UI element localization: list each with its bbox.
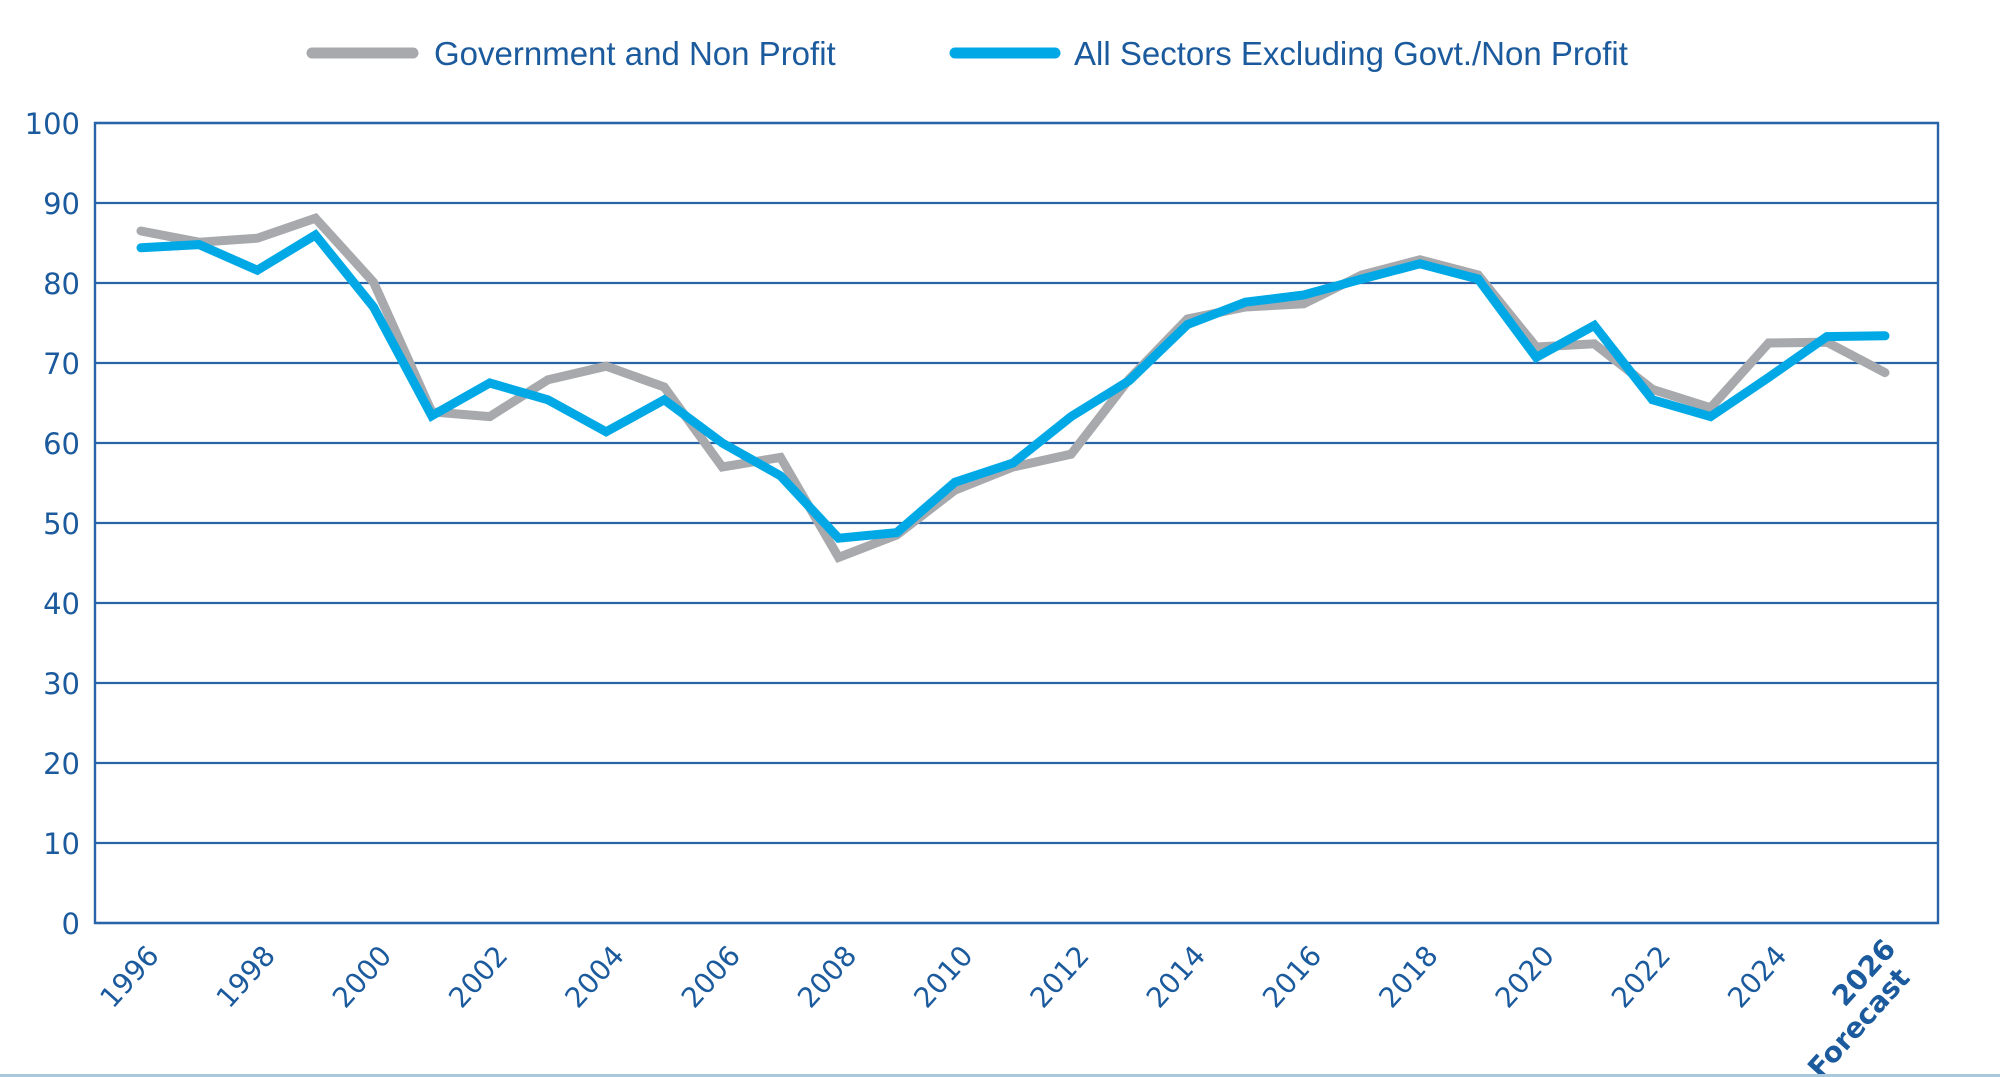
y-tick-label: 100 [25, 107, 80, 141]
x-tick-2024: 2024 [1721, 939, 1793, 1014]
x-tick-2010: 2010 [907, 939, 979, 1014]
x-tick-2012: 2012 [1024, 939, 1096, 1014]
x-tick-2006: 2006 [675, 939, 747, 1014]
x-tick-2002: 2002 [442, 939, 514, 1014]
x-axis-ticks: 1996 1998 2000 2002 2004 2006 2008 2010 2012 2014… [93, 933, 1916, 1077]
x-tick-label: 1996 [93, 939, 165, 1014]
x-tick-2020: 2020 [1489, 939, 1561, 1014]
x-tick-label: 2018 [1372, 939, 1444, 1014]
x-tick-label: 2012 [1024, 939, 1096, 1014]
series-line-all-sectors [136, 229, 1890, 543]
x-tick-2008: 2008 [791, 939, 863, 1014]
series-lines [136, 212, 1890, 563]
bottom-border [0, 1074, 2000, 1077]
x-tick-label: 2010 [907, 939, 979, 1014]
x-tick-label: 2024 [1721, 939, 1793, 1014]
x-tick-2016: 2016 [1256, 939, 1328, 1014]
y-tick-label: 70 [43, 347, 80, 381]
x-tick-label: 2020 [1489, 939, 1561, 1014]
legend-item-government[interactable]: Government and Non Profit [306, 35, 836, 72]
y-tick-label: 60 [43, 427, 80, 461]
gridlines [95, 121, 1938, 925]
x-tick-label: 2002 [442, 939, 514, 1014]
series-line-government [136, 212, 1890, 563]
legend-label-government: Government and Non Profit [434, 35, 836, 72]
y-tick-label: 0 [62, 907, 80, 941]
x-tick-label: 2006 [675, 939, 747, 1014]
x-tick-2022: 2022 [1605, 939, 1677, 1014]
x-tick-label: 2000 [326, 939, 398, 1014]
legend-item-all-sectors[interactable]: All Sectors Excluding Govt./Non Profit [949, 35, 1628, 72]
x-tick-label: 2008 [791, 939, 863, 1014]
x-tick-label: 2022 [1605, 939, 1677, 1014]
legend-label-all-sectors: All Sectors Excluding Govt./Non Profit [1074, 35, 1628, 72]
x-tick-2014: 2014 [1140, 939, 1212, 1014]
x-tick-label: 2004 [558, 939, 630, 1014]
legend: Government and Non Profit All Sectors Ex… [306, 35, 1628, 72]
y-tick-label: 50 [43, 507, 80, 541]
x-tick-label: 1998 [210, 939, 282, 1014]
x-tick-label: 2014 [1140, 939, 1212, 1014]
x-tick-label: 2016 [1256, 939, 1328, 1014]
y-axis-ticks: 0 10 20 30 40 50 60 70 80 90 100 [25, 107, 80, 941]
x-tick-2000: 2000 [326, 939, 398, 1014]
y-tick-label: 80 [43, 267, 80, 301]
x-tick-2018: 2018 [1372, 939, 1444, 1014]
y-tick-label: 40 [43, 587, 80, 621]
y-tick-label: 10 [43, 827, 80, 861]
y-tick-label: 30 [43, 667, 80, 701]
plot-frame [93, 121, 1940, 925]
y-tick-label: 90 [43, 187, 80, 221]
x-tick-1996: 1996 [93, 939, 165, 1014]
x-tick-2004: 2004 [558, 939, 630, 1014]
x-tick-1998: 1998 [210, 939, 282, 1014]
y-tick-label: 20 [43, 747, 80, 781]
